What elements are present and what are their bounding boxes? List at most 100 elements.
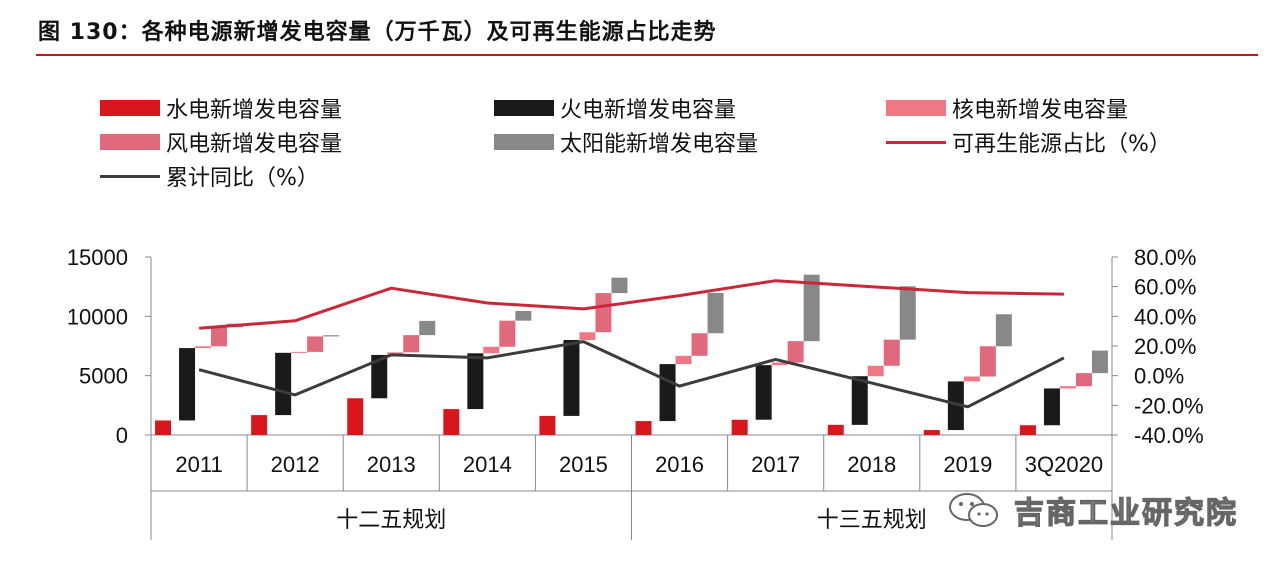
left-axis-tick-label: 5000 xyxy=(79,364,128,389)
nuclear-bar xyxy=(579,332,596,340)
watermark-text: 吉商工业研究院 xyxy=(1013,495,1238,531)
hydro-bar xyxy=(347,398,364,435)
legend-renewable-label: 可再生能源占比（%） xyxy=(952,132,1171,157)
wind-bar xyxy=(691,333,708,356)
category-label: 2017 xyxy=(751,452,800,477)
category-label: 2014 xyxy=(463,452,512,477)
nuclear-bar xyxy=(771,362,788,366)
legend-thermal: 火电新增发电容量 xyxy=(494,92,736,124)
solar-bar xyxy=(899,286,916,340)
figure-title: 图 130：各种电源新增发电容量（万千瓦）及可再生能源占比走势 xyxy=(38,20,717,45)
nuclear-bar xyxy=(1059,386,1076,389)
legend-solar-swatch xyxy=(494,134,554,150)
legend-nuclear-swatch xyxy=(886,100,946,116)
legend-wind: 风电新增发电容量 xyxy=(100,126,342,158)
legend-hydro: 水电新增发电容量 xyxy=(100,92,342,124)
legend-thermal-label: 火电新增发电容量 xyxy=(560,98,737,123)
hydro-bar xyxy=(1019,425,1036,435)
left-axis-tick-label: 15000 xyxy=(67,245,128,270)
category-label: 3Q2020 xyxy=(1025,452,1103,477)
wind-bar xyxy=(883,339,900,366)
legend-nuclear-label: 核电新增发电容量 xyxy=(952,98,1129,123)
wind-bar xyxy=(595,293,612,333)
wind-bar xyxy=(499,320,516,347)
wind-bar xyxy=(403,335,420,353)
hydro-bar xyxy=(827,424,844,435)
right-axis-tick-label: 20.0% xyxy=(1134,334,1196,359)
group-label: 十二五规划 xyxy=(336,507,446,532)
solar-bar xyxy=(323,335,340,337)
nuclear-bar xyxy=(867,365,884,377)
thermal-bar xyxy=(947,381,964,431)
thermal-bar xyxy=(371,354,388,399)
thermal-bar xyxy=(755,365,772,420)
legend-cumulative: 累计同比（%） xyxy=(100,160,319,192)
nuclear-bar xyxy=(483,346,500,354)
wechat-icon xyxy=(949,493,998,527)
legend-hydro-swatch xyxy=(100,100,160,116)
renewable-line xyxy=(198,279,1064,330)
category-label: 2012 xyxy=(271,452,320,477)
legend-wind-label: 风电新增发电容量 xyxy=(166,132,343,157)
legend-renewable-swatch xyxy=(886,140,946,144)
cumulative-line xyxy=(198,340,1065,409)
nuclear-bar xyxy=(963,376,980,382)
category-label: 2015 xyxy=(559,452,608,477)
nuclear-bar xyxy=(291,351,308,353)
wind-bar xyxy=(979,346,996,377)
right-axis-tick-label: 80.0% xyxy=(1134,245,1196,270)
solar-bar xyxy=(803,274,820,342)
category-label: 2011 xyxy=(175,452,222,477)
watermark: 吉商工业研究院 xyxy=(946,488,1238,532)
legend-renewable: 可再生能源占比（%） xyxy=(886,126,1171,158)
nuclear-bar xyxy=(675,355,692,365)
nuclear-bar xyxy=(195,346,212,349)
solar-bar xyxy=(995,314,1012,347)
hydro-bar xyxy=(443,409,460,435)
right-axis-tick-label: 60.0% xyxy=(1134,275,1196,300)
wind-bar xyxy=(211,327,228,347)
solar-bar xyxy=(611,277,628,294)
legend-hydro-label: 水电新增发电容量 xyxy=(166,98,343,123)
category-label: 2016 xyxy=(655,452,704,477)
category-label: 2019 xyxy=(943,452,992,477)
legend-solar-label: 太阳能新增发电容量 xyxy=(560,132,759,157)
left-axis-tick-label: 0 xyxy=(116,423,128,448)
solar-bar xyxy=(515,310,532,321)
legend-solar: 太阳能新增发电容量 xyxy=(494,126,758,158)
legend-wind-swatch xyxy=(100,134,160,150)
right-axis-tick-label: -20.0% xyxy=(1134,393,1204,418)
wind-bar xyxy=(307,336,324,352)
hydro-bar xyxy=(635,421,652,435)
thermal-bar xyxy=(275,352,292,416)
legend-cumulative-label: 累计同比（%） xyxy=(166,166,319,191)
thermal-bar xyxy=(179,348,196,421)
thermal-bar xyxy=(1043,388,1060,426)
title-rule xyxy=(36,54,1258,56)
right-axis-tick-label: -40.0% xyxy=(1134,423,1204,448)
thermal-bar xyxy=(659,364,676,422)
hydro-bar xyxy=(251,415,268,435)
thermal-bar xyxy=(563,339,580,416)
hydro-bar xyxy=(923,430,940,435)
legend-nuclear: 核电新增发电容量 xyxy=(886,92,1128,124)
hydro-bar xyxy=(731,419,748,435)
legend-cumulative-swatch xyxy=(100,174,160,178)
hydro-bar xyxy=(539,415,556,435)
left-axis-tick-label: 10000 xyxy=(67,304,128,329)
thermal-bar xyxy=(467,353,484,410)
right-axis-tick-label: 40.0% xyxy=(1134,304,1196,329)
solar-bar xyxy=(707,292,724,334)
group-label: 十三五规划 xyxy=(817,507,927,532)
hydro-bar xyxy=(155,420,172,435)
right-axis-tick-label: 0.0% xyxy=(1134,364,1184,389)
solar-bar xyxy=(1091,350,1108,374)
category-label: 2018 xyxy=(847,452,896,477)
solar-bar xyxy=(419,320,436,336)
wind-bar xyxy=(1075,373,1092,387)
wind-bar xyxy=(787,341,804,363)
legend-thermal-swatch xyxy=(494,100,554,116)
thermal-bar xyxy=(851,376,868,425)
category-label: 2013 xyxy=(367,452,416,477)
